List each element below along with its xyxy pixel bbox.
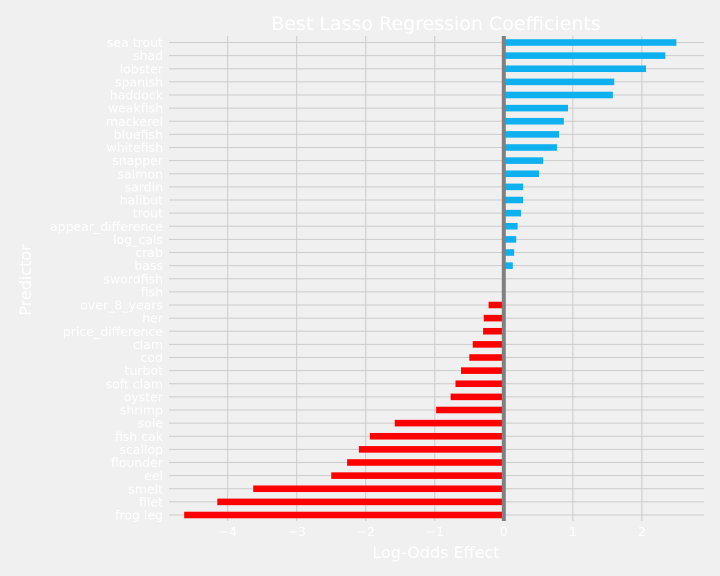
y-tick-label: haddock (110, 88, 164, 103)
y-tick-label: spanish (115, 74, 163, 89)
y-tick-label: weakfish (108, 101, 163, 116)
bar-smelt (253, 485, 504, 493)
bar-cod (469, 354, 504, 361)
y-tick-label: fish cak (115, 429, 164, 444)
y-tick-label: salmon (118, 166, 163, 181)
bar-trout (503, 209, 522, 217)
y-tick-label: frog leg (115, 508, 163, 523)
y-tick-label: whitefish (106, 140, 163, 155)
y-tick-label: oyster (124, 389, 164, 404)
bar-eel (331, 472, 504, 479)
y-tick-label: sardin (125, 179, 163, 194)
y-tick-labels: sea troutshadlobsterspanishhaddockweakfi… (50, 35, 164, 523)
x-tick-label: 1 (569, 524, 577, 539)
bar-price-difference (483, 327, 504, 335)
y-tick-label: bass (134, 258, 163, 273)
y-tick-label: flounder (111, 455, 164, 470)
y-tick-label: soft clam (106, 376, 163, 391)
y-tick-label: swordfish (103, 271, 163, 286)
bar-bass (503, 262, 513, 269)
y-tick-label: log_cals (113, 232, 163, 247)
x-tick-label: −1 (426, 524, 444, 539)
bar-mackerel (503, 117, 564, 125)
y-tick-label: price_difference (63, 324, 163, 339)
bar-oyster (450, 393, 504, 401)
x-tick-label: 0 (500, 524, 508, 539)
bar-scallop (358, 446, 504, 453)
y-tick-label: her (142, 311, 164, 326)
bar-whitefish (503, 144, 557, 151)
bar-snapper (503, 157, 544, 164)
y-tick-label: over_8_years (80, 298, 163, 313)
y-tick-label: crab (135, 245, 163, 260)
y-tick-label: sole (138, 416, 164, 431)
y-tick-label: snapper (112, 153, 164, 168)
bar-appear-difference (503, 222, 518, 230)
bar-lobster (503, 65, 647, 73)
grid-layer (169, 36, 704, 521)
x-tick-label: −4 (218, 524, 236, 539)
y-tick-label: eel (144, 468, 163, 483)
x-tick-label: 2 (638, 524, 646, 539)
bar-filet (217, 498, 504, 506)
bars-layer (184, 39, 677, 519)
x-tick-label: −3 (287, 524, 305, 539)
x-axis-label: Log-Odds Effect (372, 543, 499, 562)
y-tick-label: smelt (128, 481, 163, 496)
bar-her (483, 314, 504, 322)
bar-salmon (503, 170, 540, 178)
y-tick-label: lobster (120, 61, 164, 76)
bar-soft-clam (455, 380, 504, 388)
bar-haddock (503, 91, 613, 99)
bar-clam (472, 341, 504, 348)
bar-frog-leg (184, 511, 504, 519)
y-tick-label: fish (141, 284, 163, 299)
bar-log-cals (503, 236, 517, 243)
y-axis-label: Predictor (16, 244, 35, 316)
y-tick-label: scallop (119, 442, 163, 457)
bar-crab (503, 249, 515, 256)
bar-over-8-years (488, 301, 504, 309)
bar-bluefish (503, 131, 560, 138)
x-tick-label: −2 (357, 524, 375, 539)
y-tick-label: appear_difference (50, 219, 163, 234)
y-tick-label: shrimp (120, 403, 163, 418)
bar-sardin (503, 183, 524, 191)
bar-turbot (461, 367, 504, 374)
y-tick-label: sea trout (107, 35, 163, 50)
y-tick-label: mackerel (106, 114, 163, 129)
bar-shrimp (436, 406, 504, 414)
bar-weakfish (503, 104, 569, 112)
y-tick-label: clam (133, 337, 163, 352)
bar-sea-trout (503, 39, 677, 46)
y-tick-label: halibut (120, 193, 163, 208)
y-tick-label: cod (141, 350, 163, 365)
y-tick-label: filet (139, 494, 163, 509)
chart-title: Best Lasso Regression Coefficients (271, 13, 601, 35)
y-tick-label: trout (133, 206, 163, 221)
x-tick-labels: −4 −3 −2 −1 0 1 2 (218, 524, 645, 539)
bar-fish-cak (369, 432, 504, 440)
bar-sole (394, 419, 504, 427)
bar-halibut (503, 196, 524, 204)
bar-spanish (503, 78, 615, 86)
y-tick-label: shad (133, 48, 163, 63)
y-tick-label: turbot (125, 363, 164, 378)
y-tick-label: bluefish (114, 127, 163, 142)
bar-shad (503, 52, 666, 59)
bar-flounder (347, 459, 504, 466)
